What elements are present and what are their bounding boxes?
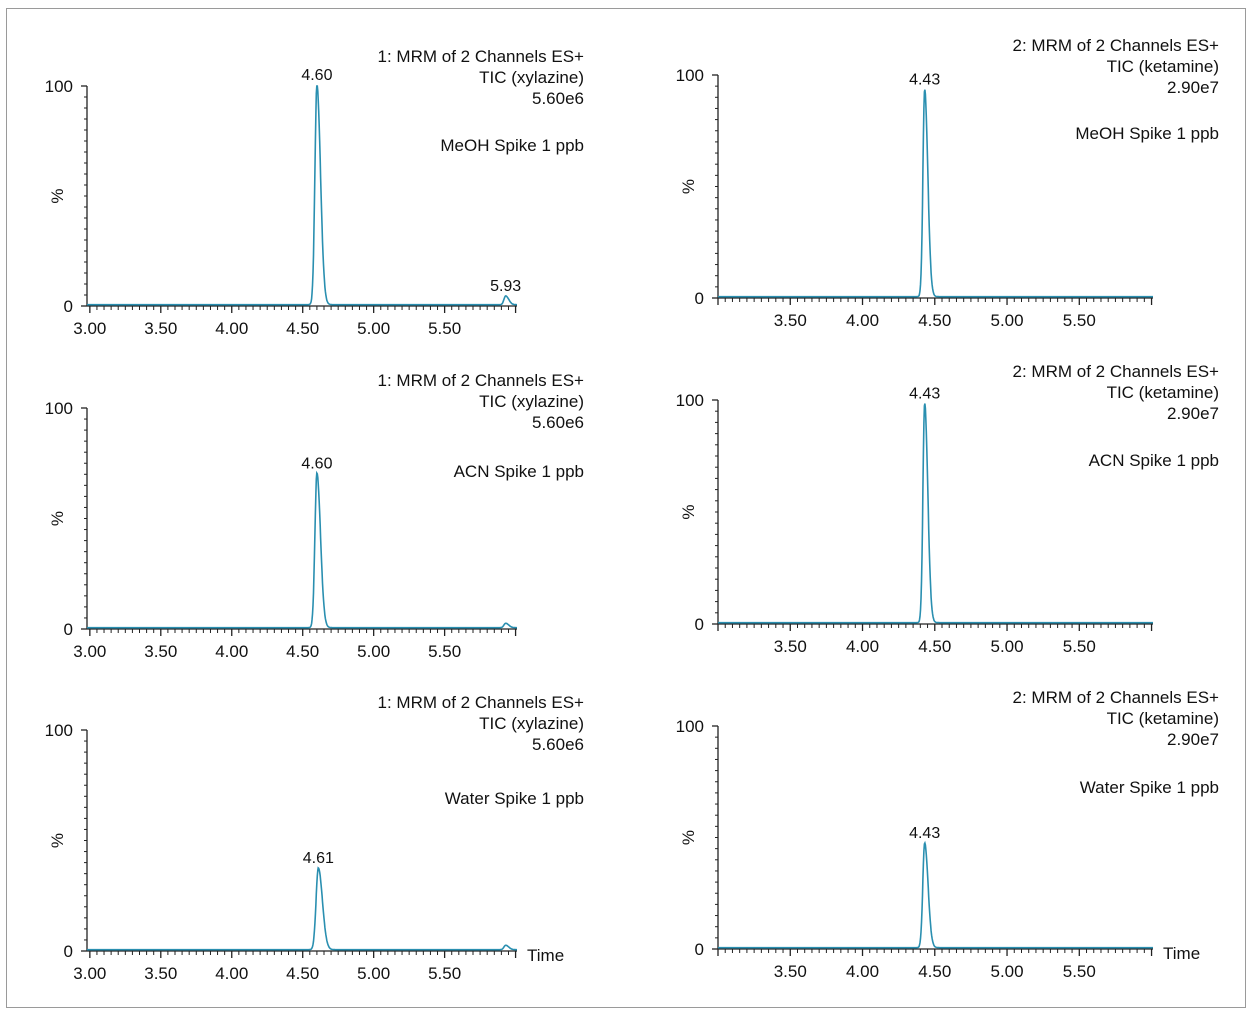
- panel-sample-label: Water Spike 1 ppb: [445, 789, 584, 808]
- x-tick-label: 4.00: [846, 637, 879, 656]
- x-tick-label: 5.50: [1063, 311, 1096, 330]
- y-axis-label: %: [679, 179, 698, 194]
- y-tick-label: 100: [676, 717, 704, 736]
- chromatogram-panel-5: 2: MRM of 2 Channels ES+ TIC (ketamine) 2.…: [676, 688, 1219, 981]
- panel-header-line: 2: MRM of 2 Channels ES+: [1013, 362, 1220, 381]
- x-tick-label: 4.50: [286, 319, 319, 338]
- panel-header-line: 2.90e7: [1167, 404, 1219, 423]
- panel-sample-label: ACN Spike 1 ppb: [454, 462, 584, 481]
- chromatogram-trace: [87, 470, 517, 629]
- x-tick-label: 5.50: [1063, 962, 1096, 981]
- chromatogram-trace: [718, 840, 1153, 949]
- peak-label: 4.43: [909, 385, 940, 402]
- chromatogram-trace: [718, 89, 1153, 298]
- x-tick-label: 5.50: [428, 964, 461, 983]
- chromatogram-trace: [87, 866, 517, 951]
- y-axis-label: %: [48, 833, 67, 848]
- x-tick-label: 3.50: [774, 962, 807, 981]
- x-tick-label: 5.00: [990, 962, 1023, 981]
- peak-label: 5.93: [490, 278, 521, 295]
- panel-header-line: 1: MRM of 2 Channels ES+: [378, 371, 585, 390]
- panel-sample-label: MeOH Spike 1 ppb: [440, 136, 584, 155]
- y-axis-label: %: [679, 830, 698, 845]
- chromatogram-trace: [87, 85, 517, 306]
- x-tick-label: 4.50: [918, 637, 951, 656]
- panel-header-line: TIC (ketamine): [1107, 709, 1219, 728]
- chromatogram-trace: [718, 403, 1153, 624]
- x-tick-label: 5.00: [357, 642, 390, 661]
- y-axis-label: %: [48, 511, 67, 526]
- chromatogram-panel-4: 1: MRM of 2 Channels ES+ TIC (xylazine) 5.…: [45, 693, 584, 983]
- panel-header-line: 1: MRM of 2 Channels ES+: [378, 693, 585, 712]
- panel-header-line: 1: MRM of 2 Channels ES+: [378, 47, 585, 66]
- peak-label: 4.43: [909, 72, 940, 89]
- y-tick-label: 100: [45, 399, 73, 418]
- peak-label: 4.60: [301, 455, 332, 472]
- x-tick-label: 3.00: [73, 964, 106, 983]
- chromatogram-panel-2: 1: MRM of 2 Channels ES+ TIC (xylazine) 5.…: [45, 371, 584, 661]
- y-axis-label: %: [679, 504, 698, 519]
- panel-header-line: TIC (ketamine): [1107, 383, 1219, 402]
- y-tick-label: 0: [64, 620, 73, 639]
- peak-label: 4.43: [909, 825, 940, 842]
- panel-header-line: 2: MRM of 2 Channels ES+: [1013, 688, 1220, 707]
- panel-sample-label: MeOH Spike 1 ppb: [1075, 124, 1219, 143]
- y-tick-label: 0: [64, 942, 73, 961]
- chromatogram-panel-3: 2: MRM of 2 Channels ES+ TIC (ketamine) 2.…: [676, 362, 1219, 656]
- y-tick-label: 100: [45, 77, 73, 96]
- x-axis-label: Time: [527, 946, 564, 965]
- peak-label: 4.61: [303, 850, 334, 867]
- panel-header-line: TIC (xylazine): [479, 68, 584, 87]
- x-tick-label: 3.00: [73, 319, 106, 338]
- x-tick-label: 4.50: [918, 311, 951, 330]
- x-tick-label: 4.50: [286, 964, 319, 983]
- x-tick-label: 3.50: [774, 637, 807, 656]
- x-tick-label: 3.50: [774, 311, 807, 330]
- y-tick-label: 0: [695, 289, 704, 308]
- y-tick-label: 100: [45, 721, 73, 740]
- x-tick-label: 4.00: [215, 964, 248, 983]
- y-tick-label: 0: [695, 615, 704, 634]
- x-tick-label: 3.00: [73, 642, 106, 661]
- panel-header-line: TIC (xylazine): [479, 392, 584, 411]
- y-tick-label: 0: [695, 940, 704, 959]
- peak-label: 4.60: [301, 67, 332, 84]
- x-tick-label: 5.00: [990, 637, 1023, 656]
- panel-header-line: 5.60e6: [532, 89, 584, 108]
- y-tick-label: 0: [64, 297, 73, 316]
- chromatogram-panel-1: 2: MRM of 2 Channels ES+ TIC (ketamine) 2.…: [676, 36, 1219, 330]
- x-tick-label: 4.50: [286, 642, 319, 661]
- x-tick-label: 5.50: [1063, 637, 1096, 656]
- x-tick-label: 4.50: [918, 962, 951, 981]
- x-tick-label: 4.00: [215, 319, 248, 338]
- figure-frame: [6, 8, 1246, 1008]
- y-tick-label: 100: [676, 391, 704, 410]
- x-tick-label: 5.50: [428, 642, 461, 661]
- panel-header-line: 2.90e7: [1167, 730, 1219, 749]
- panel-header-line: 5.60e6: [532, 735, 584, 754]
- x-tick-label: 4.00: [846, 311, 879, 330]
- panel-sample-label: ACN Spike 1 ppb: [1089, 451, 1219, 470]
- panel-header-line: 2.90e7: [1167, 78, 1219, 97]
- chromatogram-panel-0: 1: MRM of 2 Channels ES+ TIC (xylazine) 5.…: [45, 47, 584, 338]
- panel-header-line: TIC (ketamine): [1107, 57, 1219, 76]
- x-tick-label: 3.50: [144, 642, 177, 661]
- x-tick-label: 4.00: [846, 962, 879, 981]
- x-tick-label: 5.50: [428, 319, 461, 338]
- x-tick-label: 5.00: [357, 319, 390, 338]
- y-axis-label: %: [48, 188, 67, 203]
- y-tick-label: 100: [676, 66, 704, 85]
- panel-sample-label: Water Spike 1 ppb: [1080, 778, 1219, 797]
- x-tick-label: 3.50: [144, 319, 177, 338]
- panel-header-line: 5.60e6: [532, 413, 584, 432]
- x-tick-label: 4.00: [215, 642, 248, 661]
- panel-header-line: 2: MRM of 2 Channels ES+: [1013, 36, 1220, 55]
- x-tick-label: 5.00: [990, 311, 1023, 330]
- x-axis-label: Time: [1163, 944, 1200, 963]
- x-tick-label: 5.00: [357, 964, 390, 983]
- x-tick-label: 3.50: [144, 964, 177, 983]
- panel-header-line: TIC (xylazine): [479, 714, 584, 733]
